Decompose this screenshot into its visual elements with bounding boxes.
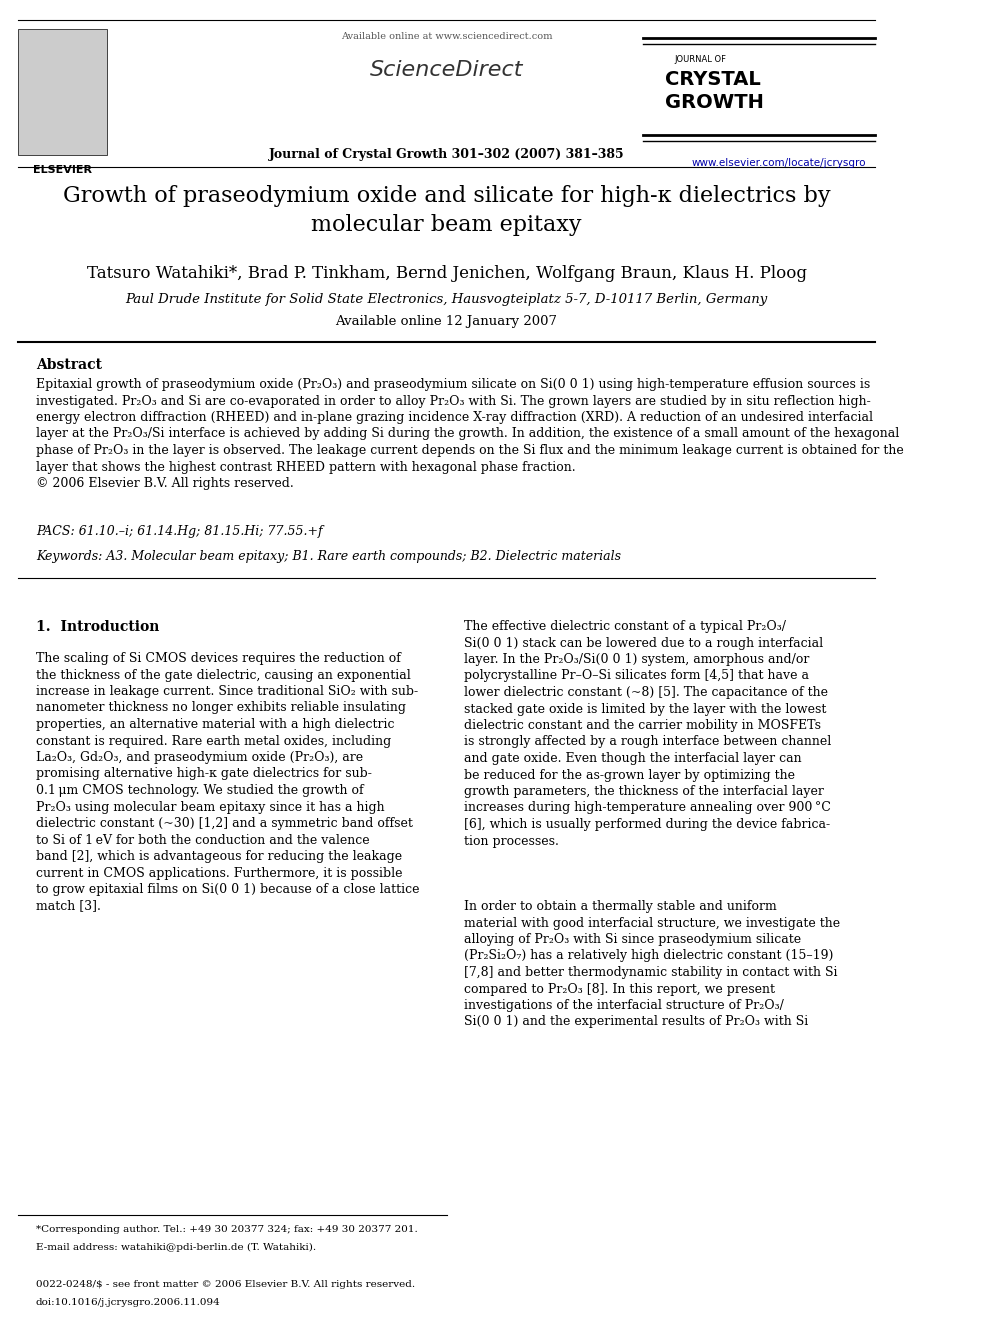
Text: JOURNAL OF: JOURNAL OF xyxy=(675,56,726,64)
Text: Journal of Crystal Growth 301–302 (2007) 381–385: Journal of Crystal Growth 301–302 (2007)… xyxy=(269,148,624,161)
Text: Available online 12 January 2007: Available online 12 January 2007 xyxy=(335,315,558,328)
Text: Epitaxial growth of praseodymium oxide (Pr₂O₃) and praseodymium silicate on Si(0: Epitaxial growth of praseodymium oxide (… xyxy=(36,378,904,490)
Text: CRYSTAL: CRYSTAL xyxy=(666,70,761,89)
Text: Available online at www.sciencedirect.com: Available online at www.sciencedirect.co… xyxy=(341,32,553,41)
FancyBboxPatch shape xyxy=(18,29,107,155)
Text: Keywords: A3. Molecular beam epitaxy; B1. Rare earth compounds; B2. Dielectric m: Keywords: A3. Molecular beam epitaxy; B1… xyxy=(36,550,621,564)
Text: ScienceDirect: ScienceDirect xyxy=(370,60,523,79)
Text: The effective dielectric constant of a typical Pr₂O₃/
Si(0 0 1) stack can be low: The effective dielectric constant of a t… xyxy=(464,620,831,848)
Text: Growth of praseodymium oxide and silicate for high-κ dielectrics by
molecular be: Growth of praseodymium oxide and silicat… xyxy=(62,185,830,235)
Text: Tatsuro Watahiki*, Brad P. Tinkham, Bernd Jenichen, Wolfgang Braun, Klaus H. Plo: Tatsuro Watahiki*, Brad P. Tinkham, Bern… xyxy=(86,265,806,282)
Text: PACS: 61.10.–i; 61.14.Hg; 81.15.Hi; 77.55.+f: PACS: 61.10.–i; 61.14.Hg; 81.15.Hi; 77.5… xyxy=(36,525,322,538)
Text: *Corresponding author. Tel.: +49 30 20377 324; fax: +49 30 20377 201.: *Corresponding author. Tel.: +49 30 2037… xyxy=(36,1225,418,1234)
Text: 0022-0248/$ - see front matter © 2006 Elsevier B.V. All rights reserved.: 0022-0248/$ - see front matter © 2006 El… xyxy=(36,1279,415,1289)
Text: The scaling of Si CMOS devices requires the reduction of
the thickness of the ga: The scaling of Si CMOS devices requires … xyxy=(36,652,420,913)
Text: doi:10.1016/j.jcrysgro.2006.11.094: doi:10.1016/j.jcrysgro.2006.11.094 xyxy=(36,1298,220,1307)
Text: E-mail address: watahiki@pdi-berlin.de (T. Watahiki).: E-mail address: watahiki@pdi-berlin.de (… xyxy=(36,1244,315,1252)
Text: www.elsevier.com/locate/jcrysgro: www.elsevier.com/locate/jcrysgro xyxy=(691,157,866,168)
Text: Paul Drude Institute for Solid State Electronics, Hausvogteiplatz 5-7, D-10117 B: Paul Drude Institute for Solid State Ele… xyxy=(125,292,768,306)
Text: Abstract: Abstract xyxy=(36,359,102,372)
Text: GROWTH: GROWTH xyxy=(666,93,764,112)
Text: ELSEVIER: ELSEVIER xyxy=(33,165,92,175)
Text: In order to obtain a thermally stable and uniform
material with good interfacial: In order to obtain a thermally stable an… xyxy=(464,900,840,1028)
Text: 1.  Introduction: 1. Introduction xyxy=(36,620,159,634)
